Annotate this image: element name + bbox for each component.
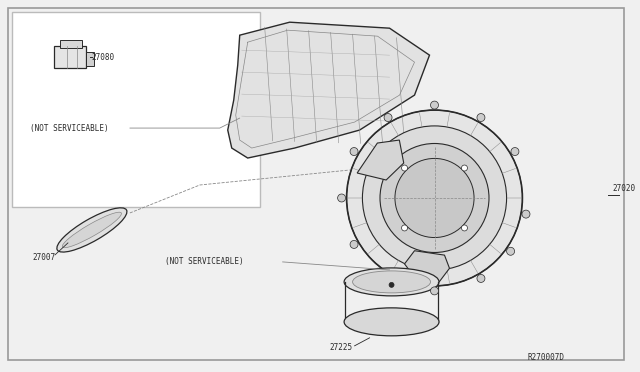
Circle shape [362,126,507,270]
Text: R270007D: R270007D [527,353,564,362]
Polygon shape [228,22,429,158]
Circle shape [338,194,346,202]
Circle shape [431,287,438,295]
Circle shape [380,144,489,253]
Circle shape [350,148,358,155]
Bar [54,46,86,68]
Text: (NOT SERVICEABLE): (NOT SERVICEABLE) [30,124,109,132]
Circle shape [477,275,485,282]
Bar [86,52,94,66]
Ellipse shape [353,271,431,293]
Circle shape [461,225,467,231]
Ellipse shape [344,308,439,336]
Circle shape [401,165,408,171]
Circle shape [477,113,485,122]
Text: 27007: 27007 [32,253,55,262]
Circle shape [389,282,394,288]
Bar [12,12,260,207]
Text: 27020: 27020 [612,184,636,193]
Circle shape [401,225,408,231]
Text: 27080: 27080 [92,53,115,62]
Polygon shape [404,251,449,282]
Bar [60,40,82,48]
Ellipse shape [57,208,127,252]
Circle shape [384,113,392,122]
Polygon shape [357,140,404,180]
Circle shape [511,148,519,155]
Text: 27225: 27225 [330,343,353,352]
Circle shape [350,240,358,248]
Circle shape [431,101,438,109]
Circle shape [461,165,467,171]
Circle shape [384,275,392,282]
Ellipse shape [62,212,122,248]
Circle shape [522,210,530,218]
Text: (NOT SERVICEABLE): (NOT SERVICEABLE) [165,257,243,266]
Circle shape [395,158,474,238]
Ellipse shape [344,268,439,296]
Circle shape [347,110,522,286]
Circle shape [507,247,515,255]
